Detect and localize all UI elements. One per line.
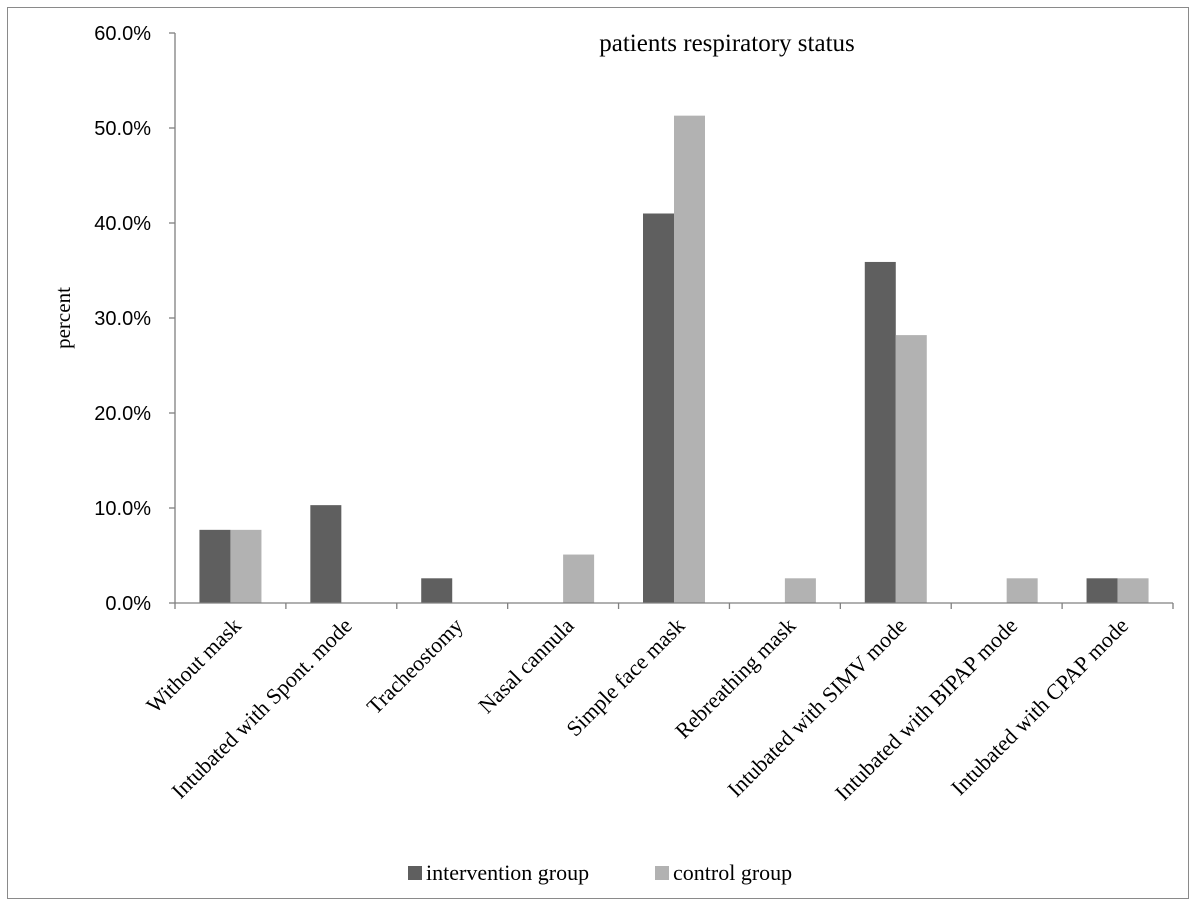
bar-intervention xyxy=(643,213,674,603)
legend-label: control group xyxy=(673,860,792,885)
bar-control xyxy=(784,578,816,603)
bar-intervention xyxy=(310,505,342,603)
bar-control xyxy=(1006,578,1038,603)
y-tick-label: 0.0% xyxy=(105,593,151,615)
x-tick-label: Without mask xyxy=(141,613,246,718)
bar-intervention xyxy=(199,529,231,603)
bar-intervention xyxy=(421,578,453,603)
y-axis-ticks: 0.0% 10.0% 20.0% 30.0% 40.0% 50.0% 60.0% xyxy=(94,23,175,615)
legend-label: intervention group xyxy=(426,860,589,885)
legend: intervention group control group xyxy=(408,860,792,885)
y-tick-label: 40.0% xyxy=(94,213,151,235)
x-tick-label: Intubated with BIPAP mode xyxy=(830,613,1022,805)
bar-control xyxy=(230,529,262,603)
y-axis-label: percent xyxy=(51,287,75,349)
x-tick-label: Intubated with CPAP mode xyxy=(946,613,1133,800)
legend-swatch xyxy=(655,866,669,880)
y-tick-label: 30.0% xyxy=(94,308,151,330)
bar-intervention xyxy=(1086,578,1118,603)
bar-control xyxy=(1117,578,1149,603)
bars xyxy=(199,115,1149,604)
bar-control xyxy=(674,115,705,604)
y-tick-label: 50.0% xyxy=(94,118,151,140)
bar-intervention xyxy=(864,261,896,603)
bar-control xyxy=(895,335,927,603)
x-tick-label: Nasal cannula xyxy=(473,613,579,719)
chart-frame xyxy=(7,7,1189,899)
x-tick-label: Simple face mask xyxy=(561,613,689,741)
bar-control xyxy=(563,554,595,603)
x-tick-label: Intubated with Spont. mode xyxy=(166,613,357,804)
x-tick-label: Rebreathing mask xyxy=(670,613,800,743)
y-tick-label: 10.0% xyxy=(94,498,151,520)
y-tick-label: 60.0% xyxy=(94,23,151,45)
x-tick-label: Tracheostomy xyxy=(362,613,468,719)
chart-title: patients respiratory status xyxy=(599,30,855,57)
legend-swatch xyxy=(408,866,422,880)
y-tick-label: 20.0% xyxy=(94,403,151,425)
x-tick-label: Intubated with SIMV mode xyxy=(722,613,911,802)
